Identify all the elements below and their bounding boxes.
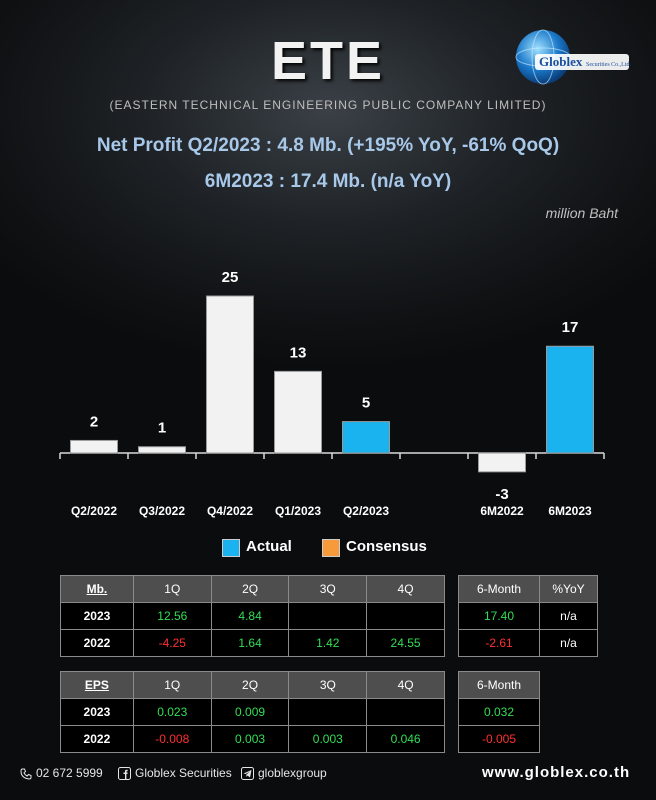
profit-cell: 1.64 <box>210 629 290 657</box>
bar <box>478 452 526 473</box>
bar <box>342 421 390 454</box>
net-profit-chart: 2 Q2/2022 1 Q3/2022 25 Q4/2022 13 Q1/2023 5 Q2/20… <box>59 269 605 518</box>
eps-row-year: 2022 <box>60 725 134 753</box>
unit-label: million Baht <box>545 205 618 221</box>
profit-cell <box>366 602 445 630</box>
bar <box>70 439 118 454</box>
footer-telegram-text: globlexgroup <box>258 766 327 780</box>
legend-consensus-label: Consensus <box>346 538 427 555</box>
footer-facebook[interactable]: Globlex Securities <box>118 766 232 781</box>
eps-cell: 0.046 <box>366 725 445 753</box>
facebook-icon <box>118 767 131 781</box>
eps-cell: -0.008 <box>132 725 212 753</box>
profit-yoy-cell: n/a <box>539 602 598 630</box>
footer-facebook-text: Globlex Securities <box>135 766 232 780</box>
profit-header-1q: 1Q <box>132 575 212 603</box>
eps-table-label: EPS <box>60 671 134 699</box>
eps-cell: 0.003 <box>210 725 290 753</box>
footer: 02 672 5999 Globlex Securities globlexgr… <box>0 760 656 788</box>
ticker-title: ETE <box>270 31 386 91</box>
eps-row-year: 2023 <box>60 698 134 726</box>
bar-value-label: 5 <box>362 395 370 412</box>
profit-header-3q: 3Q <box>288 575 368 603</box>
x-tick-label: Q2/2023 <box>343 504 389 518</box>
profit-cell: 12.56 <box>132 602 212 630</box>
eps-header-4q: 4Q <box>366 671 445 699</box>
headline-6m: 6M2023 : 17.4 Mb. (n/a YoY) <box>204 171 452 192</box>
footer-website[interactable]: www.globlex.co.th <box>482 764 631 781</box>
eps-cell: 0.003 <box>288 725 368 753</box>
profit-row-year: 2022 <box>60 629 134 657</box>
legend-consensus: Consensus <box>322 538 452 558</box>
headline-net-profit: Net Profit Q2/2023 : 4.8 Mb. (+195% YoY,… <box>96 135 560 156</box>
profit-cell: 4.84 <box>210 602 290 630</box>
bar-value-label: 2 <box>90 413 98 430</box>
eps-cell <box>288 698 368 726</box>
footer-phone[interactable]: 02 672 5999 <box>20 766 103 780</box>
eps-6m-cell: -0.005 <box>458 725 540 753</box>
eps-6m-header: 6-Month <box>458 671 540 699</box>
bar-value-label: 17 <box>562 319 579 336</box>
globlex-logo: Globlex Securities Co.,Ltd. <box>515 29 631 85</box>
profit-6m-table: 6-Month %YoY 17.40 n/a -2.61 n/a <box>457 575 598 657</box>
x-tick-label: 6M2022 <box>480 504 524 518</box>
x-tick-label: Q1/2023 <box>275 504 321 518</box>
profit-cell <box>288 602 368 630</box>
x-tick-label: Q3/2022 <box>139 504 185 518</box>
profit-cell: -4.25 <box>132 629 212 657</box>
bar <box>274 370 322 454</box>
x-tick-label: 6M2023 <box>548 504 592 518</box>
legend-consensus-swatch <box>322 539 340 557</box>
profit-6m-cell: -2.61 <box>457 629 541 657</box>
legend-actual-label: Actual <box>246 538 292 555</box>
profit-header-4q: 4Q <box>366 575 445 603</box>
eps-cell <box>366 698 445 726</box>
bar <box>138 446 186 454</box>
footer-telegram[interactable]: globlexgroup <box>241 766 327 781</box>
bar <box>546 345 594 454</box>
eps-cell: 0.023 <box>132 698 212 726</box>
x-tick-label: Q4/2022 <box>207 504 253 518</box>
profit-6m-header: 6-Month <box>457 575 541 603</box>
bar <box>206 295 254 454</box>
company-name: (EASTERN TECHNICAL ENGINEERING PUBLIC CO… <box>109 98 547 112</box>
eps-header-3q: 3Q <box>288 671 368 699</box>
profit-table: Mb. 1Q 2Q 3Q 4Q 2023 12.56 4.84 2022 -4.… <box>60 575 445 657</box>
profit-cell: 1.42 <box>288 629 368 657</box>
profit-row-year: 2023 <box>60 602 134 630</box>
phone-icon <box>20 768 32 780</box>
logo-subtext: Securities Co.,Ltd. <box>586 62 631 68</box>
legend-actual: Actual <box>222 538 312 558</box>
telegram-icon <box>241 767 254 781</box>
profit-table-label: Mb. <box>60 575 134 603</box>
profit-cell: 24.55 <box>366 629 445 657</box>
legend-actual-swatch <box>222 539 240 557</box>
bar-value-label: 1 <box>158 420 166 437</box>
footer-phone-text: 02 672 5999 <box>36 766 103 780</box>
bar-value-label: 13 <box>290 344 307 361</box>
eps-header-2q: 2Q <box>210 671 290 699</box>
eps-table: EPS 1Q 2Q 3Q 4Q 2023 0.023 0.009 2022 -0… <box>60 671 445 753</box>
eps-header-1q: 1Q <box>132 671 212 699</box>
bar-value-label: 25 <box>222 269 239 286</box>
profit-yoy-header: %YoY <box>539 575 598 603</box>
profit-yoy-cell: n/a <box>539 629 598 657</box>
eps-6m-cell: 0.032 <box>458 698 540 726</box>
profit-6m-cell: 17.40 <box>457 602 541 630</box>
logo-text: Globlex <box>539 54 583 69</box>
bar-value-label: -3 <box>495 486 508 503</box>
profit-header-2q: 2Q <box>210 575 290 603</box>
eps-6m-table: 6-Month 0.032 -0.005 <box>458 671 540 753</box>
eps-cell: 0.009 <box>210 698 290 726</box>
x-tick-label: Q2/2022 <box>71 504 117 518</box>
